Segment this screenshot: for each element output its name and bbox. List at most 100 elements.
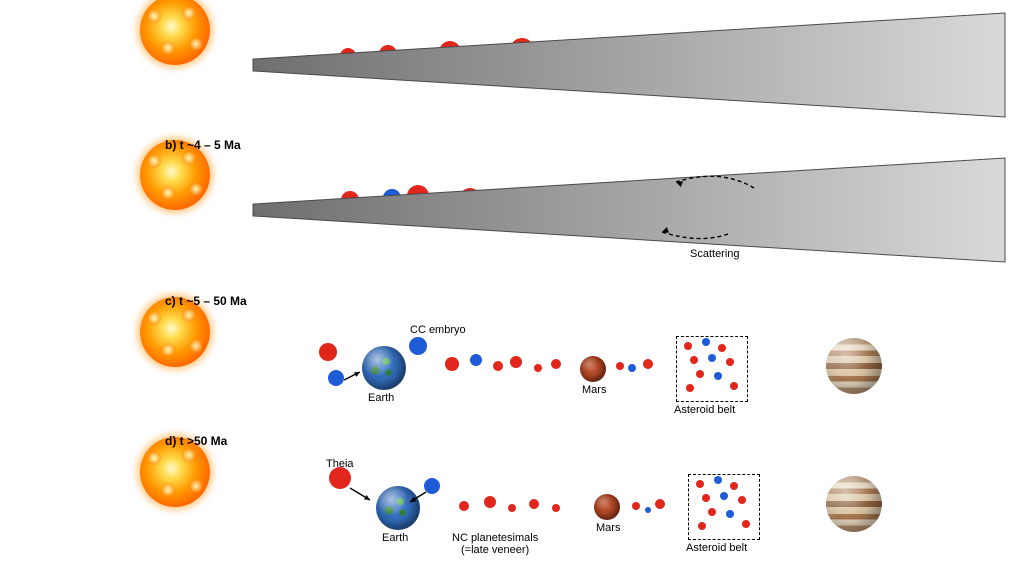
- cc-dot: [879, 51, 893, 65]
- cc-embryo-label: CC embryo: [410, 324, 466, 336]
- asteroid-dot: [708, 354, 716, 362]
- earth-label: Earth: [368, 392, 394, 404]
- cc-dot: [438, 200, 450, 212]
- cc-dot: [942, 48, 958, 64]
- asteroid-dot: [714, 372, 722, 380]
- asteroid-dot: [726, 358, 734, 366]
- nc-dot: [637, 201, 647, 211]
- asteroid-dot: [696, 370, 704, 378]
- mars: [594, 494, 620, 520]
- nc-dot: [340, 48, 356, 64]
- cc-dot: [765, 45, 783, 63]
- asteroid-dot: [742, 520, 750, 528]
- panel-c: [0, 296, 1024, 436]
- asteroid-dot: [696, 480, 704, 488]
- asteroid-dot: [718, 344, 726, 352]
- cc-dot: [790, 56, 802, 68]
- asteroid-dot: [698, 522, 706, 530]
- cc-dot: [958, 198, 970, 210]
- asteroid-dot: [730, 482, 738, 490]
- panel-b: [0, 140, 1024, 290]
- cc-dot: [805, 39, 827, 61]
- nc-dot: [460, 188, 480, 208]
- nc-dot: [303, 55, 313, 65]
- asteroid-dot: [708, 508, 716, 516]
- nc-dot: [551, 359, 561, 369]
- nc-dot: [594, 192, 610, 208]
- jupiter: [696, 188, 738, 230]
- earth: [376, 486, 420, 530]
- cc-dot: [932, 184, 952, 204]
- cc-dot: [752, 198, 764, 210]
- asteroid-dot: [714, 476, 722, 484]
- nc-dot: [552, 504, 560, 512]
- asteroid-dot: [686, 384, 694, 392]
- cc-dot: [818, 198, 830, 210]
- jupiter: [826, 338, 882, 394]
- cc-dot: [910, 192, 926, 208]
- nc-dot: [510, 356, 522, 368]
- theia: [329, 467, 351, 489]
- mars-label: Mars: [596, 522, 620, 534]
- mars: [580, 356, 606, 382]
- asteroid-dot: [684, 342, 692, 350]
- panel-label: c) t ~5 – 50 Ma: [165, 294, 247, 308]
- asteroid-dot: [702, 494, 710, 502]
- asteroid-dot: [730, 382, 738, 390]
- nc-dot: [459, 501, 469, 511]
- nc-dot: [529, 499, 539, 509]
- cc-dot: [645, 507, 651, 513]
- nc-dot: [632, 502, 640, 510]
- nc-dot: [439, 41, 461, 63]
- incoming-cc: [328, 370, 344, 386]
- nc-dot: [643, 359, 653, 369]
- cc-embryo: [409, 337, 427, 355]
- asteroid-dot: [690, 356, 698, 364]
- cc-dot: [628, 364, 636, 372]
- asteroid-dot: [738, 496, 746, 504]
- cc-dot: [790, 186, 810, 206]
- asteroid-dot: [720, 492, 728, 500]
- nc-dot: [445, 357, 459, 371]
- nc-dot: [493, 361, 503, 371]
- nc-dot: [510, 38, 534, 62]
- nc-dot: [489, 47, 507, 65]
- cc-dot: [654, 198, 666, 210]
- cc-dot: [383, 189, 401, 207]
- cc-dot: [863, 189, 881, 207]
- cc-dot: [924, 54, 936, 66]
- nc-dot: [607, 57, 617, 67]
- nc-dot: [472, 56, 484, 68]
- cc-dot: [730, 54, 742, 66]
- cc-dot: [509, 197, 523, 211]
- nc-dot: [341, 191, 359, 209]
- earth-label: Earth: [382, 532, 408, 544]
- asteroid-dot: [726, 510, 734, 518]
- earth: [362, 346, 406, 390]
- cc-dot: [833, 45, 851, 63]
- nc-dot: [324, 206, 332, 214]
- asteroid-dot: [702, 338, 710, 346]
- cc-dot: [835, 183, 857, 205]
- nc-dot: [508, 504, 516, 512]
- theia-label: Theia: [326, 458, 354, 470]
- jupiter: [826, 476, 882, 532]
- cc-dot: [573, 189, 591, 207]
- cc-dot: [890, 200, 902, 212]
- nc-dot: [379, 45, 397, 63]
- nc-dot: [624, 52, 636, 64]
- panel-label: d) t >50 Ma: [165, 434, 227, 448]
- nc-dot: [407, 59, 417, 69]
- nc-planetesimals-label: NC planetesimals (=late veneer): [452, 532, 538, 556]
- asteroid-belt-label: Asteroid belt: [674, 404, 735, 416]
- nc-dot: [578, 42, 598, 62]
- mars-label: Mars: [582, 384, 606, 396]
- nc-dot: [543, 57, 553, 67]
- nc-dot: [530, 186, 550, 206]
- nc-dot: [616, 362, 624, 370]
- nc-dot: [644, 58, 652, 66]
- cc-dot: [860, 56, 872, 68]
- nc-dot: [319, 343, 337, 361]
- nc-dot: [303, 201, 313, 211]
- asteroid-belt-label: Asteroid belt: [686, 542, 747, 554]
